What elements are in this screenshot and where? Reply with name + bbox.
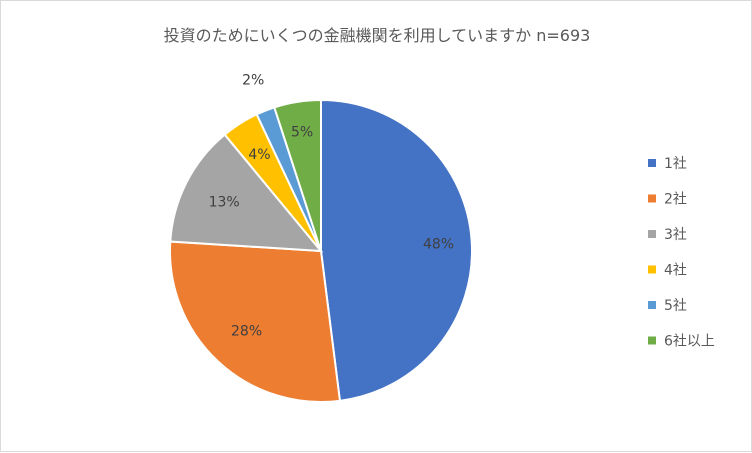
data-label-2: 28% xyxy=(231,323,262,339)
pie-slice-3 xyxy=(169,133,324,253)
legend: 1社 2社 3社 4社 5社 6社以上 xyxy=(648,156,715,350)
legend-label-4: 4社 xyxy=(664,263,687,279)
data-label-4: 4% xyxy=(248,147,270,163)
legend-swatch-5 xyxy=(648,301,656,309)
data-label-1: 48% xyxy=(423,237,454,253)
pie-slices xyxy=(169,98,473,403)
legend-label-2: 2社 xyxy=(664,192,687,208)
data-label-6: 5% xyxy=(291,125,313,141)
data-label-3: 13% xyxy=(209,195,240,211)
legend-label-6: 6社以上 xyxy=(664,334,715,350)
pie-slice-1 xyxy=(320,98,473,402)
pie-slice-6 xyxy=(273,98,322,252)
legend-swatch-2 xyxy=(648,194,656,203)
data-label-5: 2% xyxy=(242,73,264,89)
legend-swatch-6 xyxy=(648,336,656,345)
legend-swatch-1 xyxy=(648,159,656,167)
legend-label-1: 1社 xyxy=(664,156,687,172)
legend-label-5: 5社 xyxy=(664,298,687,314)
legend-label-3: 3社 xyxy=(664,227,687,243)
data-labels: 48% 28% 13% 4% 2% 5% xyxy=(209,73,455,340)
legend-swatch-4 xyxy=(648,265,656,274)
legend-swatch-3 xyxy=(648,230,656,238)
chart-title: 投資のためにいくつの金融機関を利用していますか n=693 xyxy=(164,26,591,45)
pie-slice-2 xyxy=(169,240,342,403)
